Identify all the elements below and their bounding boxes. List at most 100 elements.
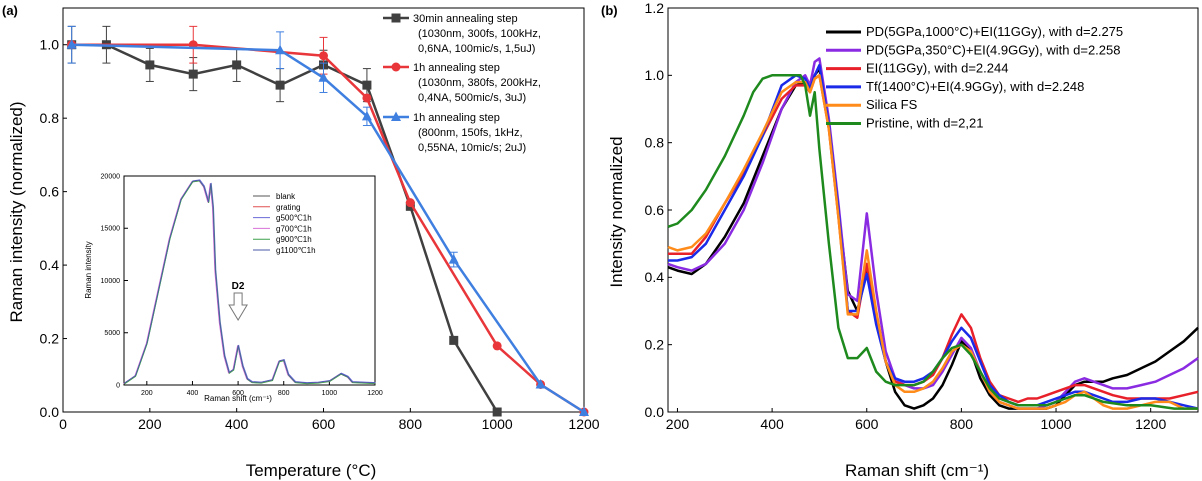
a-data-point [232,60,242,70]
a-x-tick-label: 400 [225,416,249,432]
b-series-line-5 [667,74,1198,410]
inset-series-line-2 [124,179,376,384]
b-legend-entry: PD(5GPa,350°C)+EI(4.9GGy), with d=2.258 [866,42,1120,57]
inset-y-tick-label: 0 [116,382,120,389]
b-y-tick-label: 0.4 [645,269,665,285]
a-legend-entry: 30min annealing step [413,13,518,25]
inset-x-tick-label: 200 [141,390,153,397]
inset-x-tick-label: 400 [187,390,199,397]
a-data-point [275,80,285,90]
a-data-point [275,44,286,55]
b-y-tick-label: 0.8 [645,135,665,151]
panel-a-legend: 30min annealing step (1030nm, 300fs, 100k… [383,13,541,154]
b-y-tick-label: 0.2 [645,337,665,353]
a-data-point [579,406,589,416]
b-y-tick-label: 1.2 [645,0,665,16]
b-x-tick-label: 600 [855,416,879,432]
b-x-tick-label: 400 [760,416,784,432]
a-data-point [66,39,77,49]
a-x-tick-label: 200 [138,416,162,432]
inset-legend-entry: grating [276,203,300,212]
b-legend-entry: Tf(1400°C)+EI(4.9GGy), with d=2.248 [866,79,1084,94]
a-data-point [319,51,328,61]
a-data-point [492,407,502,417]
a-data-point [362,80,372,90]
inset-series-line-5 [123,179,376,384]
b-y-tick-label: 1.0 [645,67,665,83]
inset-y-tick-label: 15000 [101,226,121,233]
a-y-tick-label: 0.0 [40,404,60,420]
a-legend-entry: 1h annealing step [413,112,500,124]
panel-b-chart: (b) Raman shift (cm⁻¹) Intensity normali… [601,0,1199,480]
a-data-point [535,378,546,389]
a-data-point [188,69,198,79]
panel-a-label: (a) [2,3,18,18]
b-x-tick-label: 1200 [1135,416,1166,432]
panel-b-legend: PD(5GPa,1000°C)+EI(11GGy), with d=2.275 P… [826,24,1123,131]
a-y-tick-label: 0.2 [40,330,60,346]
a-y-tick-label: 0.8 [40,110,60,126]
panel-b-label: (b) [601,3,618,18]
panel-b-y-axis-label: Intensity normalized [607,136,626,287]
inset-x-tick-label: 1200 [367,390,383,397]
panel-a-x-axis-label: Temperature (°C) [246,461,377,480]
a-x-tick-label: 800 [399,416,423,432]
inset-plot-frame [123,175,376,386]
a-x-tick-label: 1200 [568,416,599,432]
inset-series-line-4 [124,180,376,385]
a-data-point [361,110,372,121]
a-x-tick-label: 600 [312,416,336,432]
a-legend-entry: 1h annealing step [413,62,500,74]
b-x-tick-label: 200 [666,416,690,432]
a-legend-entry: (800nm, 150fs, 1kHz, [418,127,523,139]
inset-d2-arrow [228,292,248,321]
b-legend-entry: Silica FS [866,97,918,112]
a-legend-entry: (1030nm, 300fs, 100kHz, [418,28,541,40]
a-data-point [318,72,329,82]
panel-a-chart: (a) Temperature (°C) Raman intensity (no… [2,3,600,480]
a-data-point [145,60,155,70]
panel-b-x-axis-label: Raman shift (cm⁻¹) [845,461,989,480]
a-legend-entry: 0,4NA, 500mic/s, 3uJ) [418,92,526,104]
inset-legend-entry: g500℃1h [276,214,312,223]
b-x-tick-label: 800 [950,416,974,432]
b-legend-entry: PD(5GPa,1000°C)+EI(11GGy), with d=2.275 [866,24,1123,39]
a-data-point [448,254,459,264]
a-legend-entry: (1030nm, 380fs, 200kHz, [418,77,541,89]
inset-legend-entry: g700℃1h [276,224,312,233]
a-data-point [405,198,415,208]
a-legend-entry: 0,6NA, 100mic/s, 1,5uJ) [418,43,535,55]
a-data-point [449,335,459,345]
inset-x-tick-label: 600 [232,390,244,397]
a-y-tick-label: 0.4 [40,257,60,273]
a-y-tick-label: 0.6 [40,184,60,200]
a-legend-entry: 0,55NA, 10mic/s; 2uJ) [418,142,526,154]
inset-d2-annotation: D2 [232,281,245,292]
inset-x-tick-label: 1000 [322,390,338,397]
b-y-tick-label: 0.6 [645,202,665,218]
b-y-tick-label: 0.0 [645,404,665,420]
a-legend-marker [391,62,401,72]
a-data-point [492,341,502,351]
inset-y-tick-label: 10000 [101,278,121,285]
inset-series-line-1 [123,180,376,385]
inset-series-line-0 [123,179,376,384]
panel-a-inset: Raman shift (cm⁻¹) Raman intensity D2 20… [84,173,383,403]
a-y-tick-label: 1.0 [40,37,60,53]
b-legend-entry: EI(11GGy), with d=2.244 [866,61,1008,76]
b-legend-entry: Pristine, with d=2,21 [866,116,983,131]
inset-legend-entry: blank [276,192,296,201]
inset-x-axis-label: Raman shift (cm⁻¹) [204,394,272,403]
inset-x-tick-label: 800 [278,390,290,397]
inset-y-axis-label: Raman intensity [84,241,93,298]
panel-a-y-axis-label: Raman intensity (normalized) [7,101,26,322]
b-x-tick-label: 1000 [1040,416,1071,432]
inset-y-tick-label: 5000 [104,330,120,337]
b-series-line-1 [667,57,1199,410]
inset-legend-entry: g900℃1h [276,235,312,244]
a-x-tick-label: 1000 [482,416,513,432]
a-x-tick-label: 0 [59,416,67,432]
inset-legend-entry: g1100℃1h [276,246,316,255]
inset-y-tick-label: 20000 [101,173,121,180]
